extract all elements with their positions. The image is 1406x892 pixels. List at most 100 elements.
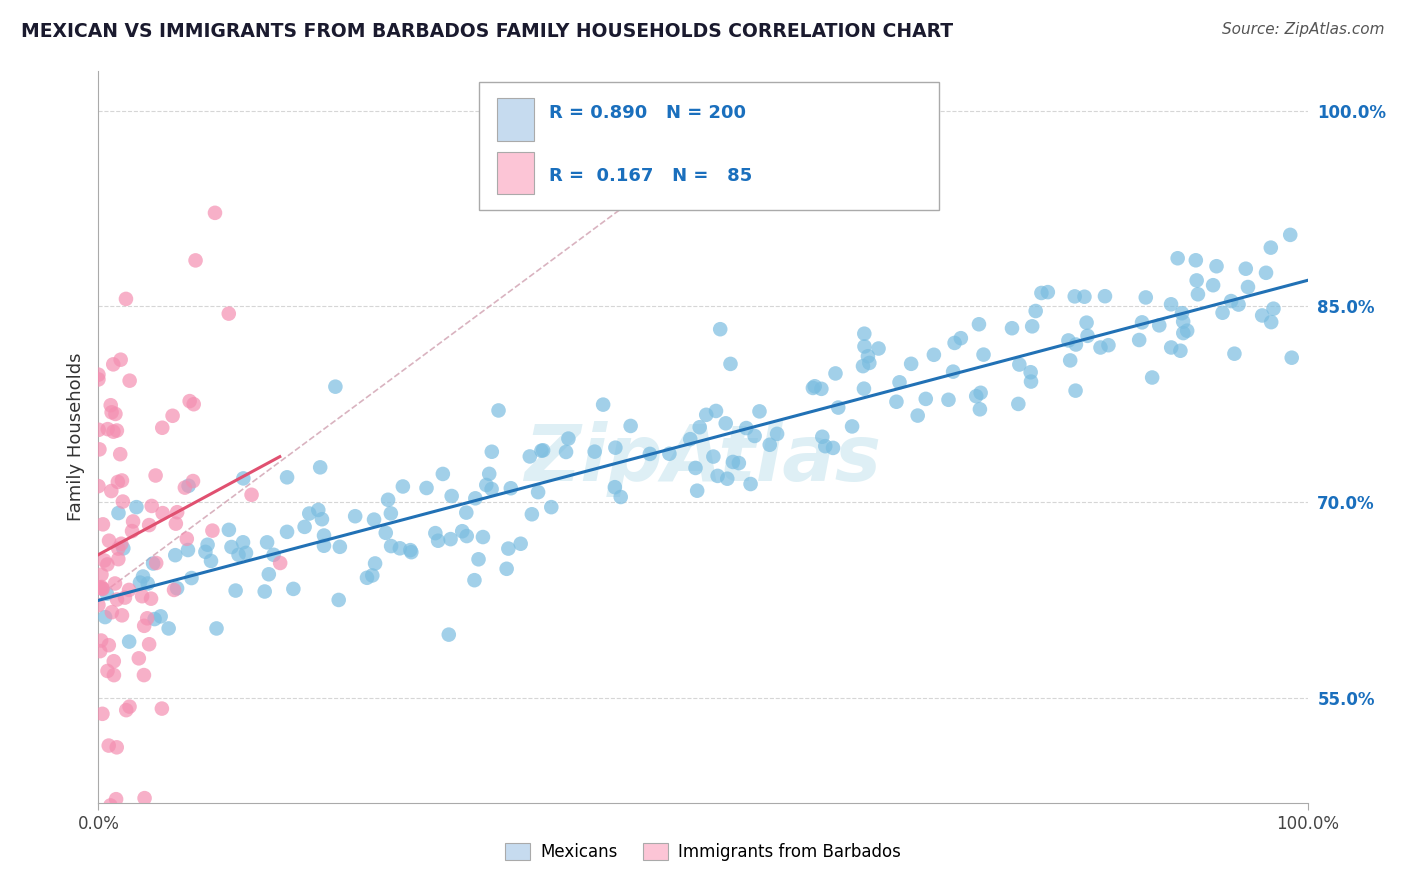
Point xyxy=(363,513,385,527)
Point xyxy=(1185,273,1208,287)
Text: Source: ZipAtlas.com: Source: ZipAtlas.com xyxy=(1222,22,1385,37)
Point xyxy=(464,491,486,506)
Point xyxy=(969,385,991,400)
Point xyxy=(201,524,224,538)
Point xyxy=(152,506,174,520)
Point xyxy=(91,706,114,721)
Point xyxy=(150,701,173,715)
Point xyxy=(456,529,478,543)
Point xyxy=(162,409,184,423)
Point xyxy=(388,541,411,556)
Point xyxy=(183,397,205,411)
Point xyxy=(197,538,219,552)
Point xyxy=(91,582,114,596)
Point xyxy=(889,376,911,390)
Point xyxy=(868,342,890,356)
Point xyxy=(103,357,125,371)
Point xyxy=(1260,241,1282,255)
Point xyxy=(149,609,172,624)
Point xyxy=(344,509,367,524)
Point xyxy=(118,699,141,714)
Point xyxy=(1173,326,1195,340)
Point xyxy=(1220,294,1243,309)
Point xyxy=(142,557,165,571)
Point xyxy=(620,419,643,434)
Point xyxy=(498,541,520,556)
Point xyxy=(165,548,187,562)
Text: R = 0.890   N = 200: R = 0.890 N = 200 xyxy=(550,104,747,122)
Point xyxy=(104,576,127,591)
Point xyxy=(309,460,332,475)
Point xyxy=(858,356,880,370)
Point xyxy=(100,405,122,419)
Point xyxy=(177,479,200,493)
Point xyxy=(689,420,711,434)
Point xyxy=(709,322,731,336)
Point xyxy=(852,382,875,396)
Text: ZipAtlas: ZipAtlas xyxy=(524,421,882,497)
Point xyxy=(1140,370,1163,384)
Point xyxy=(735,421,758,435)
Point xyxy=(463,573,485,587)
Point xyxy=(1171,306,1194,320)
Point xyxy=(727,456,749,470)
Point xyxy=(90,567,112,582)
Point xyxy=(943,335,966,350)
Point xyxy=(269,556,291,570)
Point xyxy=(1170,343,1192,358)
Point xyxy=(139,591,162,606)
Legend: Mexicans, Immigrants from Barbados: Mexicans, Immigrants from Barbados xyxy=(499,836,907,868)
Point xyxy=(1175,324,1198,338)
FancyBboxPatch shape xyxy=(479,82,939,211)
Point xyxy=(110,352,132,367)
Point xyxy=(439,532,461,546)
Point xyxy=(89,442,111,457)
Point xyxy=(1008,358,1031,372)
Point xyxy=(1130,315,1153,329)
Y-axis label: Family Households: Family Households xyxy=(66,353,84,521)
Point xyxy=(110,447,132,461)
Point xyxy=(471,530,494,544)
Point xyxy=(105,592,128,607)
Point xyxy=(1064,384,1087,398)
Point xyxy=(401,545,423,559)
Point xyxy=(179,394,201,409)
Point xyxy=(973,348,995,362)
Point xyxy=(852,359,875,373)
Point xyxy=(136,576,159,591)
Point xyxy=(853,326,876,341)
Point xyxy=(475,478,498,492)
Point xyxy=(1237,280,1260,294)
Point xyxy=(1234,261,1257,276)
Point xyxy=(1094,289,1116,303)
Point xyxy=(91,517,114,532)
Point xyxy=(253,584,276,599)
Point xyxy=(1187,287,1209,301)
Point xyxy=(90,580,112,594)
Point xyxy=(276,470,298,484)
Point xyxy=(87,368,110,382)
Point xyxy=(221,540,243,554)
Point xyxy=(1160,297,1182,311)
Point xyxy=(1097,338,1119,352)
Point xyxy=(89,644,111,658)
Point xyxy=(721,455,744,469)
Point xyxy=(114,591,136,605)
Point xyxy=(312,528,335,542)
Point xyxy=(427,533,450,548)
Point xyxy=(380,539,402,553)
Point xyxy=(145,468,167,483)
Point xyxy=(107,541,129,556)
Point xyxy=(1205,259,1227,273)
Point xyxy=(810,382,832,396)
Point xyxy=(527,485,550,500)
Point xyxy=(100,398,122,412)
Point xyxy=(307,503,329,517)
Point xyxy=(415,481,437,495)
Point xyxy=(294,520,316,534)
Point xyxy=(1019,365,1042,379)
Point xyxy=(263,548,285,562)
Point xyxy=(1090,341,1112,355)
Point xyxy=(638,447,661,461)
Point xyxy=(478,467,501,481)
